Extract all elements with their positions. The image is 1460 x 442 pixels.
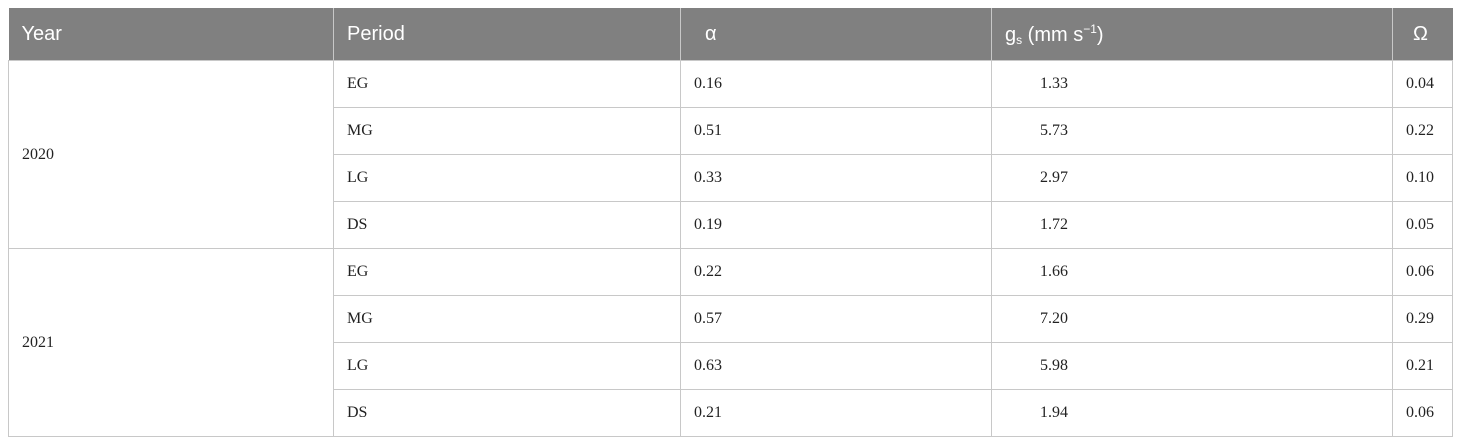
value-cell: 0.57: [680, 295, 992, 343]
year-cell: 2021: [8, 248, 334, 437]
table-body: 2020 EG 0.16 1.33 0.04 MG 0.51 5.73 0.22 LG 0.33 2.…: [8, 60, 1453, 437]
value-cell: 0.21: [680, 389, 992, 437]
header-subscript: s: [1016, 32, 1023, 47]
header-superscript: −1: [1083, 21, 1097, 36]
period-cell: LG: [333, 154, 681, 202]
value-cell: 0.05: [1392, 201, 1453, 249]
table-row: MG 0.51 5.73 0.22: [9, 107, 1453, 155]
value-cell: 1.94: [991, 389, 1393, 437]
header-cell: Period: [333, 8, 681, 61]
value-cell: 0.29: [1392, 295, 1453, 343]
period-cell: DS: [333, 201, 681, 249]
value-cell: 0.22: [1392, 107, 1453, 155]
table-row: 2021 EG 0.22 1.66 0.06: [8, 248, 1453, 437]
header-text: g: [1005, 23, 1017, 46]
value-cell: 2.97: [991, 154, 1393, 202]
period-cell: LG: [333, 342, 681, 390]
header-text: (mm s: [1022, 23, 1084, 46]
header-cell: α: [680, 8, 992, 61]
header-cell: Year: [8, 8, 334, 61]
table-row: MG 0.57 7.20 0.29: [9, 295, 1453, 343]
header-row: Year Period α gs (mm s−1) Ω: [8, 8, 1453, 61]
value-cell: 1.66: [991, 248, 1393, 296]
header-cell: Ω: [1392, 8, 1453, 61]
value-cell: 0.06: [1392, 389, 1453, 437]
header-cell: gs (mm s−1): [991, 8, 1393, 61]
header-text: ): [1096, 23, 1104, 46]
value-cell: 0.63: [680, 342, 992, 390]
value-cell: 7.20: [991, 295, 1393, 343]
value-cell: 0.04: [1392, 60, 1453, 108]
year-cell: 2020: [8, 60, 334, 249]
value-cell: 0.51: [680, 107, 992, 155]
value-cell: 0.22: [680, 248, 992, 296]
data-table: Year Period α gs (mm s−1) Ω 2020 EG 0.16 1.…: [8, 8, 1453, 437]
table-row: LG 0.33 2.97 0.10: [9, 154, 1453, 202]
value-cell: 0.21: [1392, 342, 1453, 390]
table-row: DS 0.19 1.72 0.05: [9, 201, 1453, 249]
value-cell: 0.33: [680, 154, 992, 202]
value-cell: 1.33: [991, 60, 1393, 108]
period-cell: MG: [333, 295, 681, 343]
value-cell: 0.19: [680, 201, 992, 249]
table-row: 2020 EG 0.16 1.33 0.04: [8, 60, 1453, 249]
value-cell: 0.16: [680, 60, 992, 108]
period-cell: MG: [333, 107, 681, 155]
period-cell: EG: [333, 248, 681, 296]
value-cell: 1.72: [991, 201, 1393, 249]
table-row: DS 0.21 1.94 0.06: [9, 389, 1453, 437]
table-header: Year Period α gs (mm s−1) Ω: [8, 8, 1453, 61]
value-cell: 5.73: [991, 107, 1393, 155]
value-cell: 0.10: [1392, 154, 1453, 202]
value-cell: 5.98: [991, 342, 1393, 390]
period-cell: DS: [333, 389, 681, 437]
value-cell: 0.06: [1392, 248, 1453, 296]
period-cell: EG: [333, 60, 681, 108]
